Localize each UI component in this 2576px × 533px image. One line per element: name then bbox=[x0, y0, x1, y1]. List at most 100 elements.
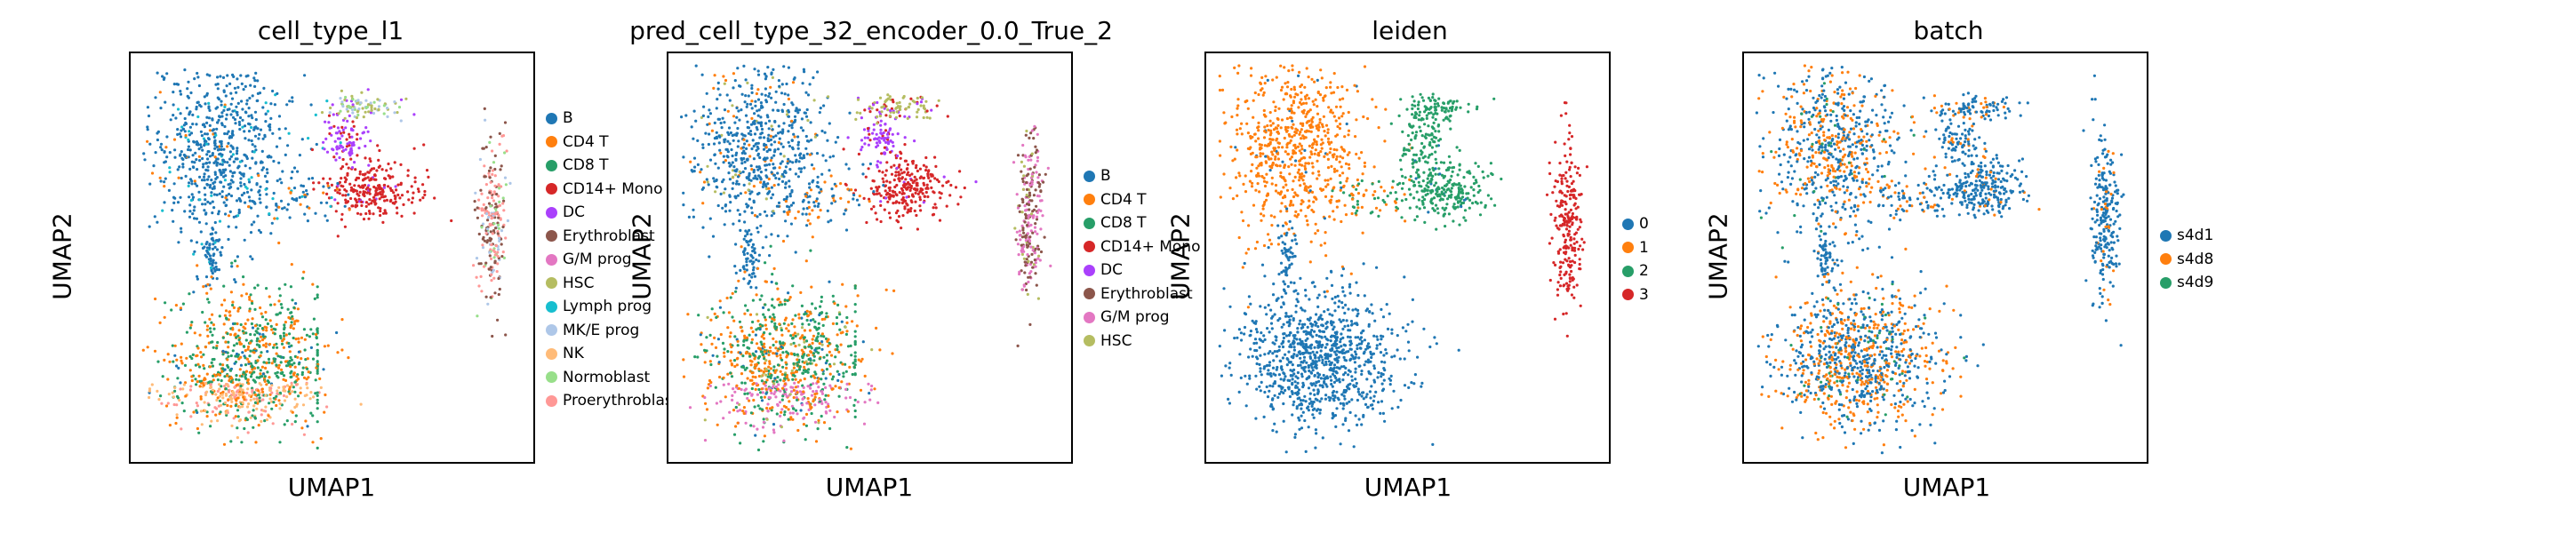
data-point bbox=[180, 342, 183, 346]
data-point bbox=[773, 377, 777, 380]
data-point bbox=[753, 122, 756, 125]
data-point bbox=[488, 239, 492, 243]
data-point bbox=[806, 219, 810, 222]
data-point bbox=[198, 103, 202, 107]
data-point bbox=[1236, 71, 1240, 75]
data-point bbox=[500, 185, 503, 188]
data-point bbox=[265, 193, 268, 196]
data-point bbox=[180, 129, 183, 132]
data-point bbox=[1025, 193, 1028, 197]
data-point bbox=[184, 121, 188, 124]
data-point bbox=[756, 393, 759, 396]
data-point bbox=[1037, 195, 1041, 198]
data-point bbox=[751, 268, 756, 272]
data-point bbox=[809, 386, 812, 390]
data-point bbox=[225, 413, 228, 417]
data-point bbox=[180, 355, 183, 359]
data-point bbox=[1018, 229, 1021, 233]
data-point bbox=[254, 441, 258, 444]
data-point bbox=[496, 262, 500, 266]
data-point bbox=[779, 162, 782, 165]
data-point bbox=[275, 203, 278, 206]
data-point bbox=[270, 391, 274, 394]
data-point bbox=[243, 153, 246, 156]
data-point bbox=[223, 131, 227, 136]
data-point bbox=[1034, 151, 1037, 155]
data-point bbox=[363, 183, 367, 187]
legend-entry: NK bbox=[546, 342, 678, 366]
data-point bbox=[808, 83, 812, 86]
data-point bbox=[820, 347, 824, 351]
data-point bbox=[772, 315, 776, 319]
data-point bbox=[731, 169, 735, 172]
data-point bbox=[807, 408, 811, 411]
data-point bbox=[787, 140, 790, 144]
data-point bbox=[737, 279, 740, 282]
data-point bbox=[242, 325, 245, 329]
data-point bbox=[884, 196, 888, 200]
data-point bbox=[732, 319, 736, 322]
data-point bbox=[263, 379, 267, 383]
data-point bbox=[306, 367, 309, 370]
data-point bbox=[246, 345, 251, 349]
data-point bbox=[340, 100, 344, 104]
data-point bbox=[745, 105, 748, 108]
data-point bbox=[195, 402, 198, 405]
data-point bbox=[503, 121, 508, 124]
data-point bbox=[747, 131, 750, 135]
data-point bbox=[206, 169, 210, 172]
data-point bbox=[895, 194, 899, 197]
data-point bbox=[304, 419, 308, 423]
data-point bbox=[345, 189, 348, 193]
data-point bbox=[847, 200, 851, 203]
data-point bbox=[343, 225, 347, 228]
data-point bbox=[855, 324, 859, 328]
data-point bbox=[344, 95, 348, 99]
data-point bbox=[710, 129, 714, 132]
data-point bbox=[772, 318, 776, 322]
data-point bbox=[793, 135, 796, 139]
data-point bbox=[212, 193, 216, 196]
data-point bbox=[765, 406, 769, 410]
data-point bbox=[236, 157, 239, 161]
data-point bbox=[295, 402, 299, 406]
data-point bbox=[204, 321, 207, 324]
data-point bbox=[730, 147, 733, 152]
data-point bbox=[722, 376, 725, 379]
data-point bbox=[369, 169, 372, 172]
data-point bbox=[393, 111, 396, 115]
data-point bbox=[808, 186, 812, 189]
data-point bbox=[241, 351, 244, 354]
data-point bbox=[911, 159, 915, 163]
data-point bbox=[788, 123, 791, 127]
data-point bbox=[879, 200, 883, 203]
data-point bbox=[812, 99, 816, 102]
data-point bbox=[853, 363, 857, 367]
data-point bbox=[476, 206, 479, 210]
data-point bbox=[258, 391, 261, 394]
data-point bbox=[791, 373, 796, 377]
data-point bbox=[743, 368, 747, 371]
data-point bbox=[836, 136, 840, 139]
data-point bbox=[873, 138, 876, 141]
data-point bbox=[779, 370, 782, 373]
data-point bbox=[380, 189, 384, 193]
data-point bbox=[820, 295, 823, 298]
data-point bbox=[223, 124, 227, 129]
data-point bbox=[776, 287, 780, 290]
data-point bbox=[266, 350, 269, 354]
data-point bbox=[286, 144, 290, 147]
data-point bbox=[1027, 172, 1030, 176]
data-point bbox=[188, 369, 192, 372]
data-point bbox=[805, 402, 809, 405]
data-point bbox=[230, 265, 234, 268]
data-point bbox=[902, 171, 906, 174]
data-point bbox=[189, 91, 193, 95]
data-point bbox=[483, 164, 486, 168]
data-point bbox=[260, 387, 264, 391]
data-point bbox=[719, 121, 723, 125]
data-point bbox=[723, 121, 726, 124]
data-point bbox=[147, 114, 151, 118]
data-point bbox=[812, 354, 816, 358]
data-point bbox=[252, 397, 256, 401]
